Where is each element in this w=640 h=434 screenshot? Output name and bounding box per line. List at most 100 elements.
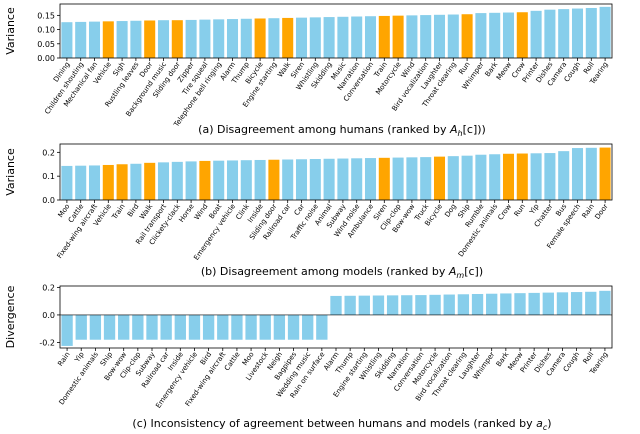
y-axis-label: Divergence [4,285,17,348]
bar-fixed-wing-aircraft [88,165,101,200]
bar-wind [199,160,211,200]
bar-tearing [599,6,611,58]
bar-moo [245,314,257,340]
bar-sigh [116,21,128,58]
bar-printer [530,10,542,58]
bar-dishes [542,292,554,315]
bar-meow [502,12,515,59]
bar-train [116,164,128,200]
bar-dog [447,156,459,200]
bar-clip-clop [132,314,144,340]
bar-clickety-clack [171,161,183,200]
bar-train [378,15,390,59]
bar-bird-vocalization [420,15,432,58]
bar-emergency-vehicle [188,314,201,340]
bar-car [295,159,308,200]
bar-rain [61,314,73,346]
y-tick-label: 0.1 [42,172,55,181]
bar-whistling [309,17,321,58]
bar-thump [344,295,356,315]
bar-bow-wow [118,314,130,340]
bar-alarm [226,19,239,59]
bar-door [144,20,156,58]
bar-narration [401,295,413,315]
bar-livestock [259,314,271,340]
bar-engine-starting [358,295,370,315]
bar-bark [489,12,501,58]
bar-conversation [415,295,427,315]
bar-railroad-car [160,314,172,340]
bar-door [599,147,611,200]
bar-laughter [433,14,446,59]
x-tick-label: Crow [496,202,513,221]
bar-yip [530,153,542,200]
bar-cattle [231,314,243,340]
bar-vehicle [102,21,114,58]
bar-throat-clearing [447,14,459,58]
bar-siren [295,17,308,58]
y-tick-label: 0.2 [42,148,55,157]
bar-tearing [599,290,611,315]
bar-telephone-bell-ringing [213,19,225,59]
bar-domestic-animals [89,314,102,340]
bar-neigh [273,314,286,340]
bar-fixed-wing-aircraft [217,314,229,340]
y-tick-label: 0.0 [42,311,55,320]
bar-thump [240,18,252,59]
bar-ship [461,155,473,200]
bar-bark [500,293,512,315]
bar-rumble [475,154,487,200]
chart-caption: (c) Inconsistency of agreement between h… [132,417,551,432]
bar-vehicle [102,164,114,200]
bar-inside [254,159,266,200]
x-tick-label: Rain [56,351,71,368]
bar-moo [61,165,73,200]
x-tick-label: Door [594,202,610,220]
bar-wedding-music [302,314,314,340]
bar-inside [174,314,186,340]
bar-bicycle [433,156,446,200]
x-tick-label: Train [110,203,127,222]
axes-frame [59,143,613,201]
bar-horse [185,161,197,200]
axes-frame [59,3,613,59]
bar-animal [323,158,335,200]
bar-meow [514,293,526,315]
bar-dining [61,22,73,58]
bar-subway [337,158,349,200]
bar-rail-transport [157,162,170,200]
bar-skidding [386,295,399,315]
bar-emergency-vehicle [226,160,239,200]
y-tick-label: 0.15 [37,11,55,20]
x-tick-label: Horse [177,203,195,224]
bar-laughter [471,293,484,315]
x-tick-label: Run [513,203,527,219]
bar-sliding-door [268,159,280,200]
bar-narration [351,16,363,58]
bar-camera [558,9,570,59]
bar-roll [585,291,597,315]
bar-siren [378,157,390,200]
bar-bow-wow [406,157,418,200]
bar-walk [282,17,294,58]
bar-cough [571,8,584,59]
x-tick-label: Dog [443,203,458,219]
bar-rain-on-surface [316,314,328,340]
bar-engine-starting [268,18,280,58]
bar-roll [585,7,597,59]
bar-female-speech [571,148,584,200]
y-axis-label: Variance [4,148,17,196]
bar-children-shouting [75,21,87,58]
bar-tire-squeal [199,19,211,59]
bar-crow [516,12,528,59]
bar-wind [406,15,418,59]
bar-alarm [330,295,342,315]
bar-domestic-animals [489,154,501,200]
bar-whistling [372,295,385,315]
bar-bus [558,151,570,200]
y-tick-label: 0.10 [37,26,55,35]
bar-bicycle [254,18,266,59]
